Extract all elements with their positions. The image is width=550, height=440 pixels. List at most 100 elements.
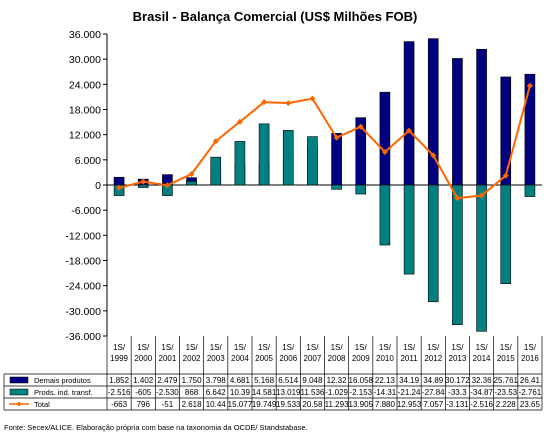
bar-layer [113, 38, 536, 332]
total-point [502, 172, 509, 179]
table-cell: 13.905 [349, 400, 374, 409]
category-label: 2007 [304, 354, 322, 363]
table-cell: 19.749 [252, 400, 277, 409]
category-label: 2009 [352, 354, 370, 363]
total-line [118, 85, 531, 200]
chart-title: Brasil - Balança Comercial (US$ Milhões … [133, 9, 418, 24]
total-point [526, 82, 533, 89]
table-cell: -3.131 [446, 400, 469, 409]
table-cell: 26.41 [520, 376, 541, 385]
bar-demais-produtos [452, 58, 463, 186]
data-table: 1S/1999 1S/2000 1S/2001 1S/2002 1S/2003 1S/20… [3, 336, 543, 411]
bar-prods-ind-transf [186, 181, 197, 186]
category-label: 2013 [449, 354, 467, 363]
category-label: 2008 [328, 354, 346, 363]
bar-prods-ind-transf [476, 184, 487, 332]
total-line-layer [116, 82, 533, 202]
category-label: 2006 [279, 354, 297, 363]
bar-demais-produtos [500, 76, 512, 186]
table-cell: -21.24 [398, 388, 421, 397]
category-label: 2000 [134, 354, 152, 363]
table-cell: 15.077 [228, 400, 253, 409]
category-label: 1S/ [186, 343, 199, 352]
table-cell: 11.536 [300, 388, 324, 397]
table-cell: 7.880 [375, 400, 396, 409]
bar-demais-produtos [524, 73, 536, 186]
bar-prods-ind-transf [282, 130, 294, 186]
y-tick-label: -12.000 [65, 230, 101, 242]
category-label: 1S/ [113, 343, 126, 352]
category-label: 1S/ [234, 343, 247, 352]
bar-demais-produtos [403, 41, 415, 186]
category-label: 1S/ [427, 343, 440, 352]
bar-prods-ind-transf [403, 184, 415, 275]
total-point [430, 152, 437, 159]
category-label: 1S/ [451, 343, 464, 352]
total-point [261, 99, 268, 106]
table-cell: 11.293 [325, 400, 349, 409]
category-label: 2014 [473, 354, 491, 363]
bar-prods-ind-transf [427, 184, 439, 303]
total-point [188, 171, 195, 178]
bar-prods-ind-transf [234, 141, 246, 186]
table-cell: -2.516 [108, 388, 131, 397]
total-point [236, 118, 243, 125]
category-label: 1S/ [258, 343, 271, 352]
table-cell: -27.84 [422, 388, 445, 397]
total-point [381, 148, 388, 155]
total-point [116, 184, 123, 191]
table-cell: -1.029 [325, 388, 348, 397]
category-label: 1S/ [500, 343, 513, 352]
total-point [285, 100, 292, 107]
table-cell: 5.168 [254, 376, 275, 385]
table-cell: 6.642 [206, 388, 227, 397]
y-axis: 36.000 30.000 24.000 18.000 12.000 6.000 0 -6.0… [65, 29, 542, 343]
legend-swatch [9, 388, 29, 396]
table-cell: 25.761 [494, 376, 519, 385]
legend-label: Prods. ind. transf. [34, 388, 93, 397]
category-label: 1S/ [524, 343, 537, 352]
total-point [164, 182, 171, 189]
bar-prods-ind-transf [379, 184, 391, 246]
table-cell: 23.65 [520, 400, 541, 409]
category-label: 1999 [110, 354, 128, 363]
category-label: 1S/ [403, 343, 416, 352]
table-cell: 868 [185, 388, 199, 397]
bar-prods-ind-transf [210, 156, 222, 186]
total-point [357, 123, 364, 130]
table-cell: -51 [162, 400, 174, 409]
legend-label: Demais produtos [34, 376, 91, 385]
table-cell: 1.852 [109, 376, 130, 385]
category-label: 1S/ [306, 343, 319, 352]
category-label: 1S/ [210, 343, 223, 352]
bar-prods-ind-transf [355, 184, 367, 195]
table-cell: -2.153 [349, 388, 372, 397]
total-point [212, 138, 219, 145]
y-tick-label: 12.000 [69, 130, 101, 142]
table-cell: -2.530 [156, 388, 179, 397]
source-note: Fonte: Secex/ALICE. Elaboração própria c… [4, 423, 308, 432]
table-cell: 32.36 [472, 376, 493, 385]
table-cell: -2.516 [470, 400, 493, 409]
table-cell: 1.402 [133, 376, 154, 385]
bar-prods-ind-transf [524, 184, 536, 197]
table-cell: 796 [137, 400, 151, 409]
total-point [454, 195, 461, 202]
y-tick-label: 18.000 [69, 105, 101, 117]
y-tick-label: 30.000 [69, 54, 101, 66]
table-cell: 1.750 [182, 376, 203, 385]
table-cell: 7.057 [423, 400, 444, 409]
bar-prods-ind-transf [258, 123, 270, 186]
category-label: 2004 [231, 354, 249, 363]
category-label: 1S/ [379, 343, 392, 352]
table-cell: -14.31 [374, 388, 397, 397]
table-cell: -663 [111, 400, 128, 409]
table-cell: 22.13 [375, 376, 396, 385]
table-cell: 10.39 [230, 388, 251, 397]
category-label: 2011 [400, 354, 418, 363]
bar-demais-produtos [379, 91, 391, 186]
category-label: 1S/ [161, 343, 174, 352]
bar-prods-ind-transf [331, 184, 342, 190]
bar-prods-ind-transf [500, 184, 512, 284]
table-cell: 14.581 [252, 388, 277, 397]
